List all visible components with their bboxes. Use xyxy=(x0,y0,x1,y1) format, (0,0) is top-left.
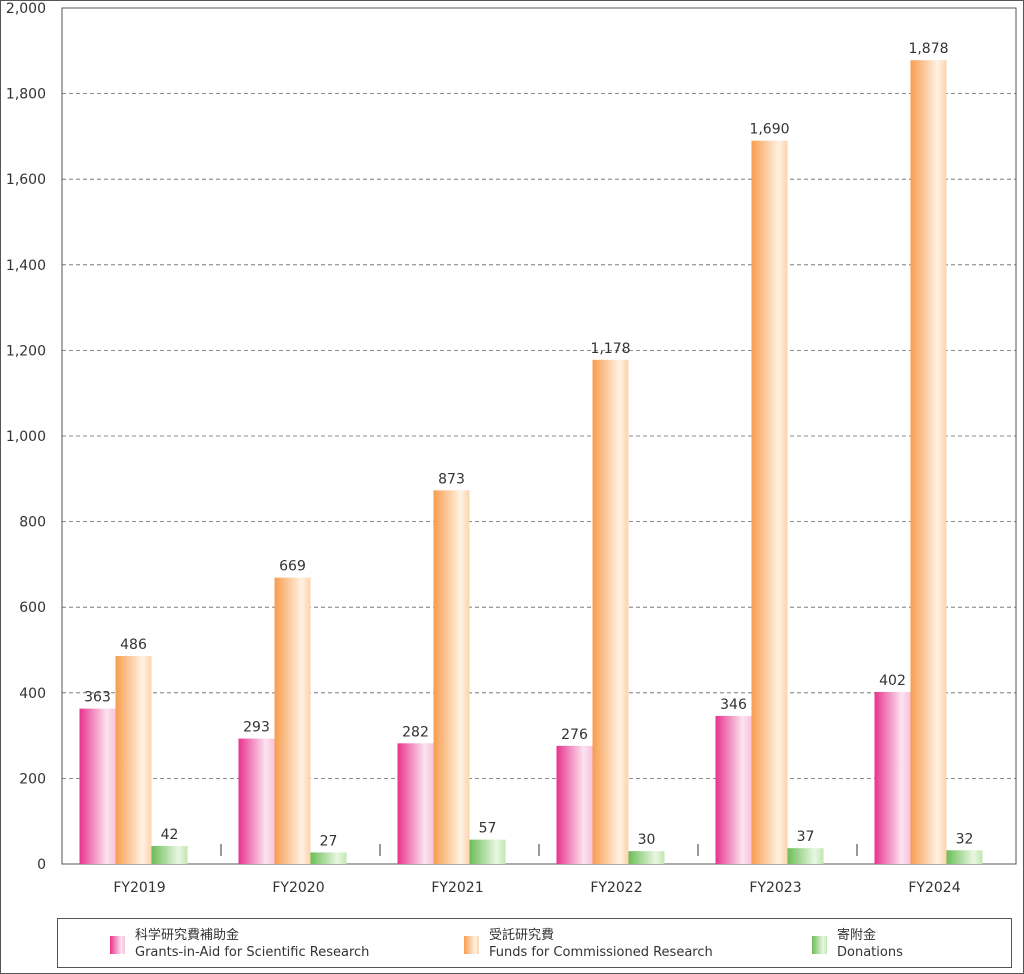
bar-commissioned xyxy=(115,655,152,864)
bar-grants xyxy=(238,738,275,864)
value-label: 486 xyxy=(120,637,147,653)
y-tick-label: 1,400 xyxy=(6,258,46,274)
value-label: 37 xyxy=(797,829,815,845)
value-label: 30 xyxy=(638,832,656,848)
value-label: 1,178 xyxy=(590,341,630,357)
bar-donations xyxy=(628,851,665,864)
x-tick-label: FY2021 xyxy=(431,880,483,896)
legend-grants-jp: 科学研究費補助金 xyxy=(135,928,240,943)
value-label: 57 xyxy=(479,821,497,837)
value-label: 1,878 xyxy=(908,41,948,57)
y-tick-label: 800 xyxy=(19,515,46,531)
y-tick-label: 200 xyxy=(19,771,46,787)
legend-donations-jp: 寄附金 xyxy=(837,928,877,943)
x-tick-label: FY2020 xyxy=(272,880,324,896)
bar-commissioned xyxy=(274,577,311,864)
value-label: 293 xyxy=(243,720,270,736)
legend-swatch-grants xyxy=(110,936,125,954)
legend-item-donations: 寄附金 Donations xyxy=(812,927,903,961)
bar-donations xyxy=(151,846,188,864)
legend-swatch-donations xyxy=(812,936,827,954)
bar-grants xyxy=(715,715,752,864)
y-tick-label: 1,600 xyxy=(6,172,46,188)
legend-item-grants: 科学研究費補助金 Grants-in-Aid for Scientific Re… xyxy=(110,927,369,961)
y-tick-label: 1,200 xyxy=(6,343,46,359)
bar-chart: 0 200 400 600 800 1,000 1,200 1,400 1,600 1,800 2,… xyxy=(6,1,1017,896)
legend-commissioned-en: Funds for Commissioned Research xyxy=(489,945,713,960)
value-label: 27 xyxy=(320,833,338,849)
bar-grants xyxy=(874,691,911,864)
bar-grants xyxy=(397,743,434,864)
bar-commissioned xyxy=(433,490,470,864)
plot-area xyxy=(61,7,1017,865)
y-tick-label: 2,000 xyxy=(6,1,46,17)
bar-grants xyxy=(79,708,116,864)
bar-donations xyxy=(787,848,824,864)
y-tick-label: 0 xyxy=(37,857,46,873)
x-tick-label: FY2022 xyxy=(590,880,642,896)
bar-donations xyxy=(946,850,983,864)
bar-commissioned xyxy=(751,140,788,864)
legend-commissioned-jp: 受託研究費 xyxy=(489,928,555,943)
value-label: 873 xyxy=(438,471,465,487)
value-label: 363 xyxy=(84,690,111,706)
grid-lines xyxy=(62,93,1016,779)
bar-commissioned xyxy=(592,359,629,864)
value-label: 669 xyxy=(279,559,306,575)
legend-grants-en: Grants-in-Aid for Scientific Research xyxy=(135,945,370,960)
bars xyxy=(79,60,983,864)
value-label: 282 xyxy=(402,724,429,740)
legend-item-commissioned: 受託研究費 Funds for Commissioned Research xyxy=(464,927,713,961)
x-tick-label: FY2024 xyxy=(908,880,960,896)
value-label: 346 xyxy=(720,697,747,713)
bar-commissioned xyxy=(910,60,947,864)
legend-swatch-commissioned xyxy=(464,936,479,954)
y-tick-label: 1,800 xyxy=(6,87,46,103)
bar-donations xyxy=(469,839,506,864)
value-label: 42 xyxy=(161,827,179,843)
bar-grants xyxy=(556,745,593,864)
y-tick-label: 600 xyxy=(19,600,46,616)
y-tick-label: 400 xyxy=(19,686,46,702)
value-label: 32 xyxy=(956,831,974,847)
value-label: 1,690 xyxy=(749,122,789,138)
x-tick-label: FY2023 xyxy=(749,880,801,896)
value-label: 402 xyxy=(879,673,906,689)
y-tick-label: 1,000 xyxy=(6,429,46,445)
axes xyxy=(61,7,1017,865)
legend-donations-en: Donations xyxy=(837,945,903,960)
bar-donations xyxy=(310,852,347,864)
x-tick-label: FY2019 xyxy=(113,880,165,896)
legend: 科学研究費補助金 Grants-in-Aid for Scientific Re… xyxy=(57,918,1012,968)
labels: 0 200 400 600 800 1,000 1,200 1,400 1,600 1,800 2,… xyxy=(6,1,974,896)
value-label: 276 xyxy=(561,727,588,743)
